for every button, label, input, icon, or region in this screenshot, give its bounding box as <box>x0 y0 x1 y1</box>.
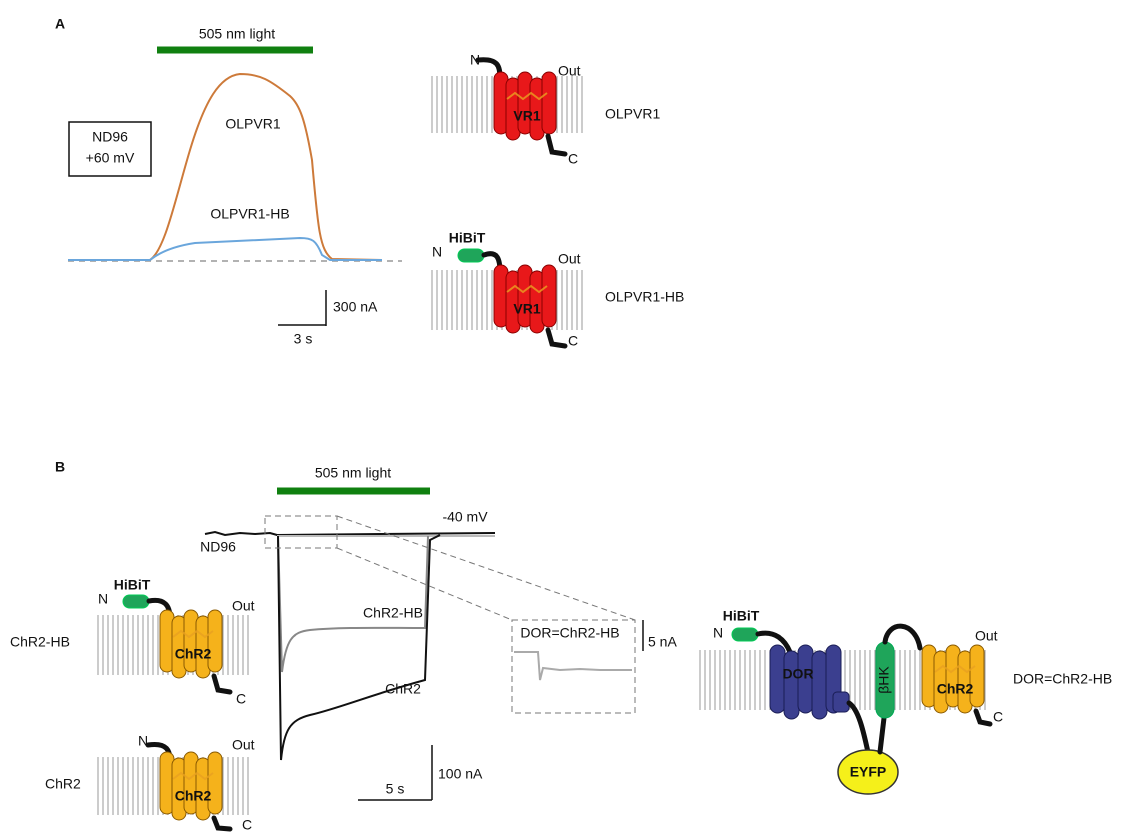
label: C <box>242 817 252 833</box>
label: +60 mV <box>86 150 135 166</box>
label: ChR2 <box>385 681 421 697</box>
terminus <box>973 708 993 727</box>
core-label: ChR2 <box>175 788 212 804</box>
label: N <box>432 244 442 260</box>
label: OLPVR1 <box>225 116 280 132</box>
helix <box>832 691 850 713</box>
label: OLPVR1-HB <box>210 206 289 222</box>
protein: VR1 <box>493 71 557 141</box>
terminus <box>877 715 887 755</box>
label: ND96 <box>92 129 128 145</box>
label: ChR2-HB <box>10 634 70 650</box>
label: C <box>568 333 578 349</box>
label: HiBiT <box>114 577 151 593</box>
label: 5 s <box>386 781 405 797</box>
helix <box>811 650 828 720</box>
label: 505 nm light <box>199 26 275 42</box>
label: Out <box>558 63 581 79</box>
label: B <box>55 459 65 475</box>
label: C <box>993 709 1003 725</box>
label: Out <box>558 251 581 267</box>
chromophore <box>172 629 214 639</box>
label: N <box>470 52 480 68</box>
trace <box>68 72 383 261</box>
label: N <box>138 733 148 749</box>
trace <box>204 530 496 537</box>
trace <box>277 534 441 761</box>
dor-receptor <box>769 644 850 720</box>
protein: VR1 <box>493 264 557 334</box>
label: C <box>236 691 246 707</box>
label: OLPVR1-HB <box>605 289 684 305</box>
helix <box>541 264 557 328</box>
label: ND96 <box>200 539 236 555</box>
core-label: VR1 <box>513 301 540 317</box>
helix <box>541 71 557 135</box>
terminus <box>882 623 923 651</box>
label: DOR <box>782 666 813 682</box>
terminus <box>846 700 871 755</box>
label: DOR=ChR2-HB <box>1013 671 1112 687</box>
hibit-tag <box>731 627 759 642</box>
label: ChR2 <box>45 776 81 792</box>
protein: ChR2 <box>921 644 985 714</box>
label: Out <box>232 737 255 753</box>
label: HiBiT <box>723 608 760 624</box>
terminus <box>545 327 568 349</box>
label: N <box>713 625 723 641</box>
trace <box>68 236 382 261</box>
eyfp <box>837 749 899 795</box>
chromophore <box>934 664 976 674</box>
label: 3 s <box>294 331 313 347</box>
zoom-guide <box>336 547 513 621</box>
condition-box <box>68 121 152 177</box>
terminus <box>211 815 233 832</box>
chromophore <box>506 284 548 294</box>
label: -40 mV <box>442 509 488 525</box>
label: C <box>568 151 578 167</box>
core-label: ChR2 <box>937 681 974 697</box>
helix <box>207 751 223 815</box>
label: OLPVR1 <box>605 106 660 122</box>
label: N <box>98 591 108 607</box>
helix <box>969 644 985 708</box>
helix <box>207 609 223 673</box>
label: Out <box>232 598 255 614</box>
label: ChR2-HB <box>363 605 423 621</box>
label: 100 nA <box>438 766 483 782</box>
label: EYFP <box>850 764 887 780</box>
helix <box>783 650 800 720</box>
terminus <box>211 673 233 695</box>
chromophore <box>172 771 214 781</box>
inset-box <box>511 619 636 714</box>
zoom-guide <box>336 515 636 621</box>
label: βHK <box>876 666 892 694</box>
label: 505 nm light <box>315 465 391 481</box>
terminus <box>545 133 568 157</box>
trace <box>514 651 632 681</box>
chromophore <box>506 91 548 101</box>
trace <box>277 535 429 673</box>
hibit-tag <box>122 594 150 609</box>
label: 300 nA <box>333 299 378 315</box>
label: DOR=ChR2-HB <box>520 625 619 641</box>
label: A <box>55 16 65 32</box>
protein: ChR2 <box>159 609 223 679</box>
terminus <box>755 630 793 655</box>
zoom-box <box>264 515 338 549</box>
protein: ChR2 <box>159 751 223 821</box>
core-label: ChR2 <box>175 646 212 662</box>
label: HiBiT <box>449 230 486 246</box>
hibit-tag <box>457 248 485 263</box>
label: 5 nA <box>648 634 677 650</box>
label: Out <box>975 628 998 644</box>
core-label: VR1 <box>513 108 540 124</box>
